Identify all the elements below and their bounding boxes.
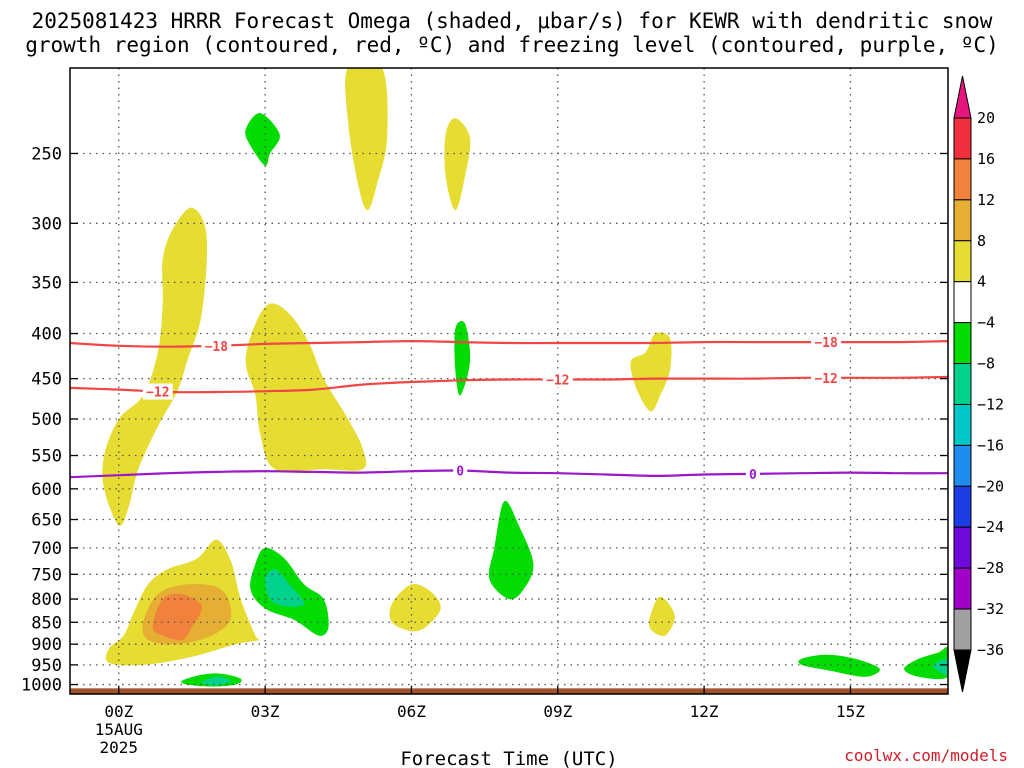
chart-title-line-2: growth region (contoured, red, ºC) and f… <box>25 33 999 57</box>
x-tick-label: 03Z <box>251 702 280 721</box>
contour-label: −12 <box>814 372 837 387</box>
colorbar-label: 8 <box>977 232 986 250</box>
colorbar-bin <box>953 444 972 487</box>
contour-label: −12 <box>546 374 569 389</box>
colorbar-legend: 20 16 12 8 4 −4 −8 −12 −16 −20 −24 −28 −32 −36 <box>953 75 1004 693</box>
y-tick-label: 850 <box>31 613 62 633</box>
x-tick-label: 09Z <box>543 702 572 721</box>
omega-region-16 <box>904 647 948 680</box>
contour-label-bg <box>142 383 173 400</box>
omega-region-12 <box>488 500 534 600</box>
contour-label: −18 <box>205 340 229 355</box>
y-tick-label: 750 <box>31 565 62 585</box>
plot-frame <box>69 67 949 695</box>
x-tick-sublabel: 2025 <box>100 738 139 757</box>
x-tick-label: 12Z <box>690 702 719 721</box>
colorbar-arrow-top <box>953 75 972 119</box>
contour-line--12 <box>70 375 948 394</box>
colorbar-bin <box>953 117 972 160</box>
y-tick-label: 1000 <box>21 676 62 696</box>
colorbar-bin <box>953 567 972 610</box>
contour-line-0 <box>70 469 948 479</box>
omega-region-9 <box>152 593 202 641</box>
colorbar-bin <box>953 158 972 201</box>
colorbar-label: 12 <box>977 191 995 209</box>
omega-region-4 <box>630 332 672 412</box>
omega-region-18 <box>201 676 231 686</box>
omega-region-1 <box>444 118 471 211</box>
omega-region-11 <box>454 320 471 396</box>
y-tick-label: 300 <box>31 214 62 234</box>
colorbar-arrow-bottom <box>953 649 972 693</box>
y-tick-label: 350 <box>31 273 62 293</box>
omega-region-3 <box>245 303 367 472</box>
omega-region-17 <box>264 569 305 607</box>
contour-label-bg <box>811 369 842 386</box>
colorbar-label: −12 <box>977 395 1004 413</box>
colorbar-label: −16 <box>977 436 1004 454</box>
axes: 2503003504004505005506006507007508008509… <box>21 67 949 757</box>
colorbar-bin <box>953 526 972 569</box>
y-tick-label: 550 <box>31 447 62 467</box>
y-tick-label: 600 <box>31 480 62 500</box>
x-tick-label: 06Z <box>397 702 426 721</box>
colorbar-bin <box>953 485 972 528</box>
colorbar-label: −4 <box>977 314 995 332</box>
omega-shading <box>70 68 948 694</box>
colorbar-bin <box>953 281 972 324</box>
colorbar-label: 20 <box>977 109 995 127</box>
contour-label: 0 <box>456 465 464 480</box>
contour-label-bg <box>542 371 573 388</box>
colorbar-bin <box>953 363 972 405</box>
colorbar-bin <box>953 199 972 242</box>
omega-region-5 <box>389 583 441 632</box>
omega-region-19 <box>933 658 948 676</box>
x-tick-sublabel: 15AUG <box>95 720 143 739</box>
y-tick-label: 800 <box>31 590 62 610</box>
contour-label-bg <box>811 334 842 351</box>
omega-region-15 <box>798 654 880 677</box>
contour-label: 0 <box>749 468 757 483</box>
contour-label-bg <box>201 337 232 354</box>
colorbar-label: −36 <box>977 641 1004 659</box>
y-tick-label: 900 <box>31 635 62 655</box>
x-tick-label: 15Z <box>836 702 865 721</box>
omega-region-10 <box>245 113 280 166</box>
y-tick-label: 500 <box>31 410 62 430</box>
colorbar-label: −28 <box>977 559 1004 577</box>
x-axis-label: Forecast Time (UTC) <box>400 748 617 768</box>
contour-label-bg <box>453 462 468 479</box>
source-credit: coolwx.com/models <box>844 746 1008 765</box>
colorbar-bin <box>953 322 972 365</box>
colorbar-bin <box>953 240 972 283</box>
y-tick-label: 950 <box>31 656 62 676</box>
colorbar-label: −24 <box>977 518 1004 536</box>
colorbar-bin <box>953 403 972 446</box>
terrain-band <box>70 688 948 694</box>
colorbar-label: −8 <box>977 355 995 373</box>
colorbar-label: 4 <box>977 273 986 291</box>
contour-label: −12 <box>146 386 169 401</box>
omega-region-6 <box>648 596 675 637</box>
colorbar-label: −32 <box>977 600 1004 618</box>
omega-region-0 <box>345 68 388 211</box>
y-tick-label: 450 <box>31 370 62 390</box>
omega-region-2 <box>102 207 208 526</box>
colorbar-label: −20 <box>977 477 1004 495</box>
y-tick-label: 250 <box>31 144 62 164</box>
colorbar-bin <box>953 608 972 651</box>
y-tick-label: 650 <box>31 511 62 531</box>
contour-label-bg <box>745 465 760 482</box>
y-tick-label: 700 <box>31 539 62 559</box>
temperature-contours: −18 −18 −12 −12 −12 0 0 <box>70 334 948 483</box>
colorbar-label: 16 <box>977 150 995 168</box>
chart-title-line-1: 2025081423 HRRR Forecast Omega (shaded, … <box>31 9 993 33</box>
x-tick-label: 00Z <box>104 702 133 721</box>
y-tick-label: 400 <box>31 325 62 345</box>
contour-label: −18 <box>814 336 838 351</box>
